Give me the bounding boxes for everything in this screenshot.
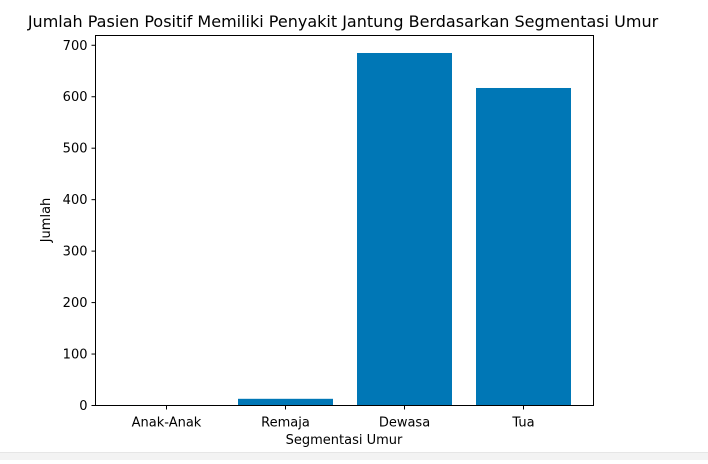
x-tick-label-remaja: Remaja — [261, 416, 310, 431]
y-tick-label-500: 500 — [63, 142, 88, 157]
x-tick-label-dewasa: Dewasa — [379, 416, 430, 431]
bar-dewasa — [357, 52, 452, 406]
plot-frame — [95, 35, 594, 406]
x-tick-label-tua: Tua — [511, 416, 534, 431]
bottom-strip — [0, 452, 708, 460]
y-tick-label-100: 100 — [63, 348, 88, 363]
bar-remaja — [238, 398, 333, 406]
y-ticks-group: 0 100 200 300 400 500 600 700 — [63, 39, 96, 414]
y-tick-label-0: 0 — [79, 399, 87, 414]
chart-title: Jumlah Pasien Positif Memiliki Penyakit … — [27, 12, 659, 31]
x-tick-label-anak-anak: Anak-Anak — [132, 416, 202, 431]
x-ticks-group: Anak-Anak Remaja Dewasa Tua — [132, 405, 535, 431]
y-tick-label-200: 200 — [63, 296, 88, 311]
x-axis-label: Segmentasi Umur — [286, 433, 403, 448]
bars-group — [119, 52, 571, 406]
y-tick-label-600: 600 — [63, 90, 88, 105]
y-axis-label: Jumlah — [39, 198, 54, 244]
y-tick-label-700: 700 — [63, 39, 88, 54]
bar-tua — [476, 87, 571, 406]
y-tick-label-400: 400 — [63, 193, 88, 208]
y-tick-label-300: 300 — [63, 245, 88, 260]
